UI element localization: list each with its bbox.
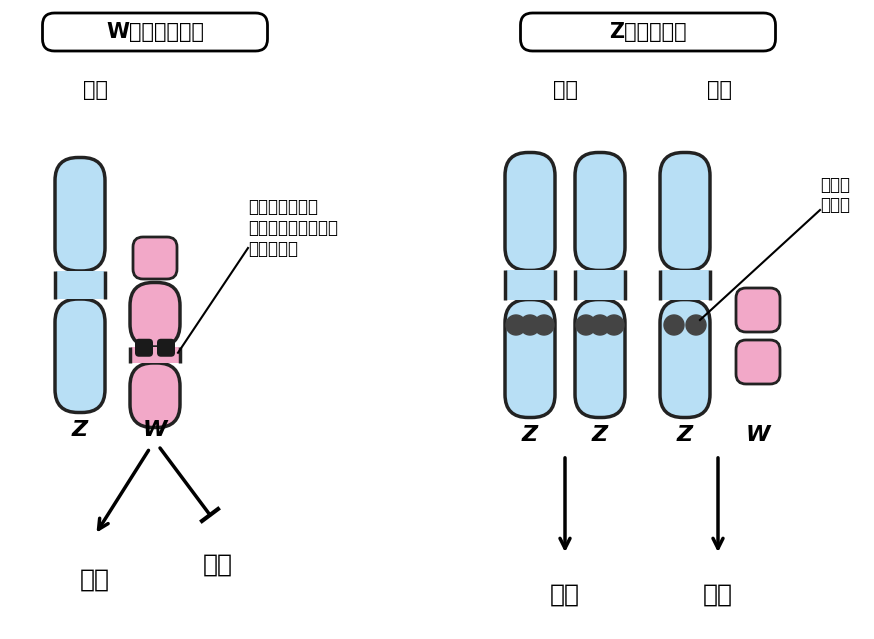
- FancyBboxPatch shape: [575, 153, 625, 270]
- Text: W: W: [746, 425, 770, 445]
- Text: オス: オス: [552, 80, 578, 100]
- FancyBboxPatch shape: [130, 282, 180, 347]
- FancyBboxPatch shape: [736, 340, 780, 384]
- Bar: [662, 270, 709, 300]
- FancyBboxPatch shape: [157, 339, 175, 357]
- Text: 卵巣: 卵巣: [80, 568, 110, 592]
- Text: Z: Z: [72, 420, 88, 440]
- Bar: [506, 270, 554, 300]
- Bar: [131, 347, 179, 363]
- FancyBboxPatch shape: [736, 288, 780, 332]
- FancyBboxPatch shape: [660, 153, 710, 270]
- Text: 精巣: 精巣: [203, 553, 233, 577]
- FancyBboxPatch shape: [135, 339, 153, 357]
- Text: 卵巣決定遣伝子
（あるいは精巣化抑
制遣伝子）: 卵巣決定遣伝子 （あるいは精巣化抑 制遣伝子）: [248, 198, 338, 258]
- Text: W: W: [142, 420, 167, 440]
- Text: Z: Z: [592, 425, 608, 445]
- Text: 卵巣: 卵巣: [703, 583, 733, 607]
- FancyBboxPatch shape: [55, 299, 105, 413]
- Text: Wドミナント説: Wドミナント説: [106, 22, 204, 42]
- Text: 精巣: 精巣: [550, 583, 580, 607]
- FancyBboxPatch shape: [660, 300, 710, 417]
- FancyBboxPatch shape: [575, 300, 625, 417]
- Circle shape: [590, 315, 610, 335]
- Bar: [576, 270, 624, 300]
- FancyBboxPatch shape: [505, 300, 555, 417]
- Circle shape: [576, 315, 596, 335]
- Text: Z: Z: [522, 425, 538, 445]
- FancyBboxPatch shape: [505, 153, 555, 270]
- Circle shape: [664, 315, 684, 335]
- Text: Z遣伝子量説: Z遣伝子量説: [609, 22, 687, 42]
- FancyBboxPatch shape: [130, 363, 180, 427]
- Circle shape: [686, 315, 706, 335]
- FancyBboxPatch shape: [43, 13, 267, 51]
- FancyBboxPatch shape: [521, 13, 775, 51]
- Text: 性決定
遣伝子: 性決定 遣伝子: [820, 176, 850, 215]
- Circle shape: [534, 315, 554, 335]
- Circle shape: [520, 315, 540, 335]
- Circle shape: [604, 315, 624, 335]
- Circle shape: [506, 315, 526, 335]
- Text: Z: Z: [677, 425, 693, 445]
- Bar: [56, 271, 104, 299]
- Text: メス: メス: [707, 80, 732, 100]
- FancyBboxPatch shape: [55, 157, 105, 271]
- FancyBboxPatch shape: [133, 237, 177, 279]
- Text: メス: メス: [82, 80, 108, 100]
